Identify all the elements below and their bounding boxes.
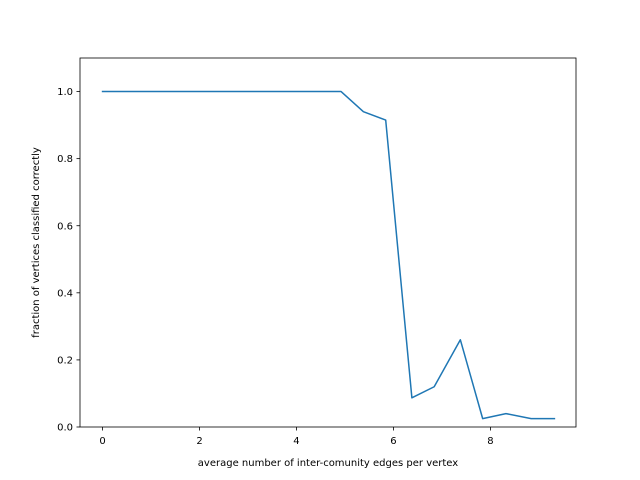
y-tick-label: 0.8 (57, 154, 73, 165)
plot-area-background (80, 58, 576, 427)
series-layer (101, 90, 556, 420)
y-tick-label: 0.0 (57, 423, 73, 434)
y-axis: 0.0 0.2 0.4 0.6 0.8 1.0 (57, 87, 80, 434)
x-tick-label: 8 (487, 436, 493, 447)
series-line-0 (101, 90, 556, 420)
plot-area-frame (79, 57, 577, 428)
x-tick-label: 6 (390, 436, 396, 447)
x-tick-label: 0 (99, 436, 105, 447)
x-tick-label: 2 (196, 436, 202, 447)
x-axis: 0 2 4 6 8 (99, 427, 494, 447)
y-tick-label: 1.0 (57, 87, 73, 98)
x-axis-label: average number of inter-comunity edges p… (198, 458, 458, 469)
y-tick-label: 0.4 (57, 288, 73, 299)
y-tick-label: 0.2 (57, 356, 73, 367)
y-tick-label: 0.6 (57, 221, 73, 232)
y-axis-label: fraction of vertices classified correctl… (31, 147, 42, 338)
x-tick-label: 4 (293, 436, 299, 447)
